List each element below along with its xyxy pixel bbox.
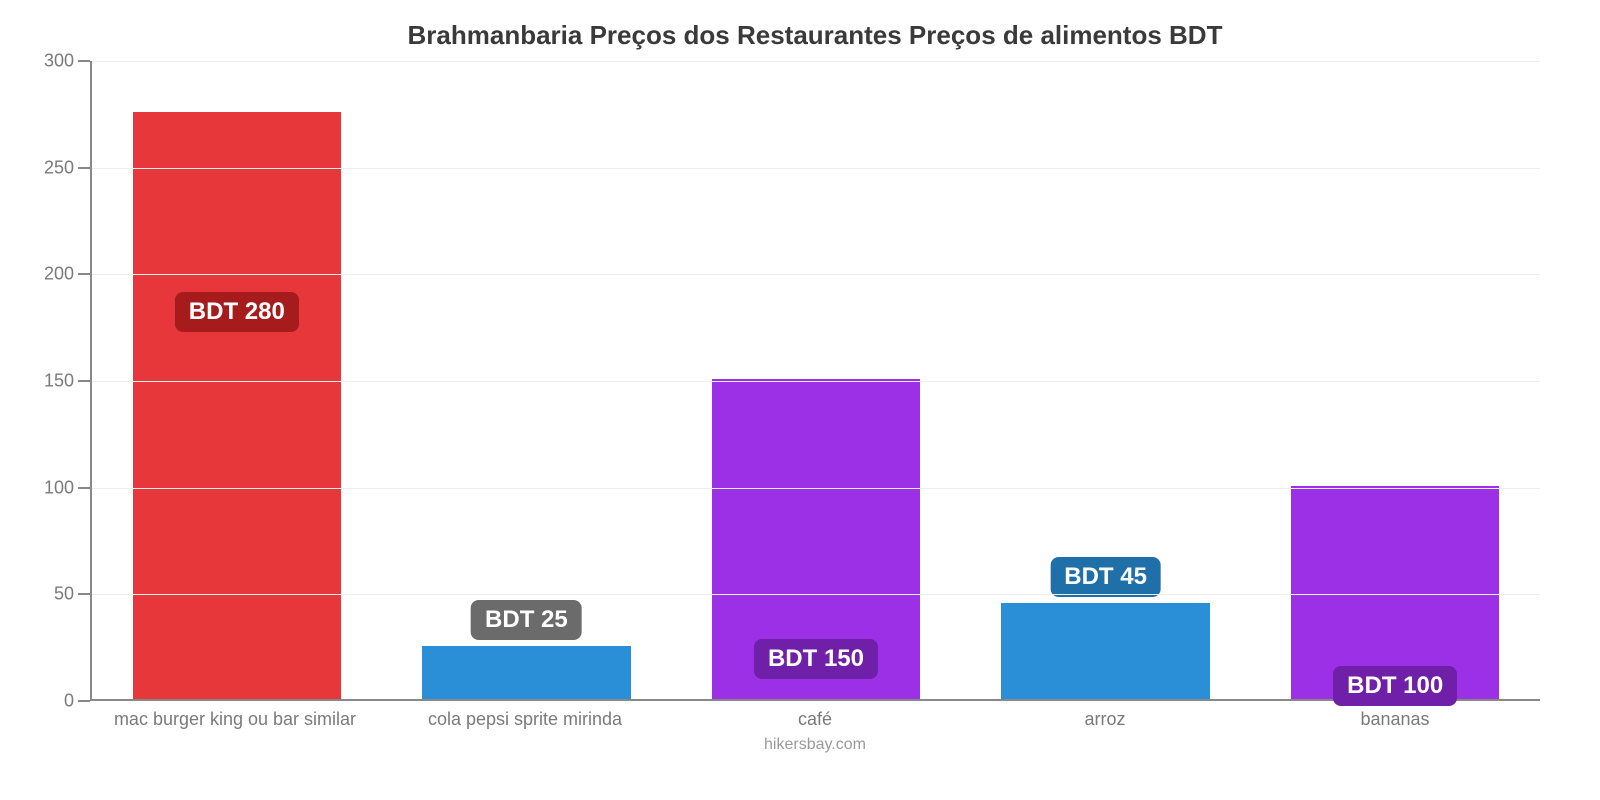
chart-footer: hikersbay.com xyxy=(90,736,1540,754)
bar: BDT 45 xyxy=(1001,603,1210,699)
gridline xyxy=(92,61,1540,62)
y-tick-label: 300 xyxy=(44,51,92,72)
bar: BDT 25 xyxy=(422,646,631,699)
bar: BDT 280 xyxy=(133,112,342,699)
bar-value-label: BDT 45 xyxy=(1050,557,1161,597)
bar-slot: BDT 45 xyxy=(961,61,1251,699)
gridline xyxy=(92,381,1540,382)
gridline xyxy=(92,168,1540,169)
gridline xyxy=(92,488,1540,489)
bar-value-label: BDT 25 xyxy=(471,600,582,640)
y-tick-label: 150 xyxy=(44,371,92,392)
x-axis-label: arroz xyxy=(960,709,1250,730)
y-tick-label: 200 xyxy=(44,264,92,285)
bar-slot: BDT 25 xyxy=(382,61,672,699)
chart-title: Brahmanbaria Preços dos Restaurantes Pre… xyxy=(90,20,1540,51)
x-axis-label: cola pepsi sprite mirinda xyxy=(380,709,670,730)
y-tick-label: 100 xyxy=(44,477,92,498)
y-tick-label: 250 xyxy=(44,157,92,178)
chart-container: Brahmanbaria Preços dos Restaurantes Pre… xyxy=(0,0,1600,800)
gridline xyxy=(92,274,1540,275)
bar-slot: BDT 100 xyxy=(1250,61,1540,699)
bars-row: BDT 280 BDT 25 BDT 150 BDT 45 BDT 100 xyxy=(92,61,1540,699)
bar: BDT 150 xyxy=(712,379,921,699)
gridline xyxy=(92,594,1540,595)
bar: BDT 100 xyxy=(1291,486,1500,699)
y-tick-label: 0 xyxy=(64,691,92,712)
bar-value-label: BDT 280 xyxy=(175,292,299,332)
x-axis-label: café xyxy=(670,709,960,730)
bar-slot: BDT 150 xyxy=(671,61,961,699)
bar-value-label: BDT 150 xyxy=(754,639,878,679)
y-tick-label: 50 xyxy=(54,584,92,605)
x-axis-label: bananas xyxy=(1250,709,1540,730)
plot-area: BDT 280BDT 25BDT 150BDT 45BDT 100 050100… xyxy=(90,61,1540,701)
x-axis-label: mac burger king ou bar similar xyxy=(90,709,380,730)
x-axis-labels: mac burger king ou bar similarcola pepsi… xyxy=(90,709,1540,730)
bar-slot: BDT 280 xyxy=(92,61,382,699)
bar-value-label: BDT 100 xyxy=(1333,666,1457,706)
